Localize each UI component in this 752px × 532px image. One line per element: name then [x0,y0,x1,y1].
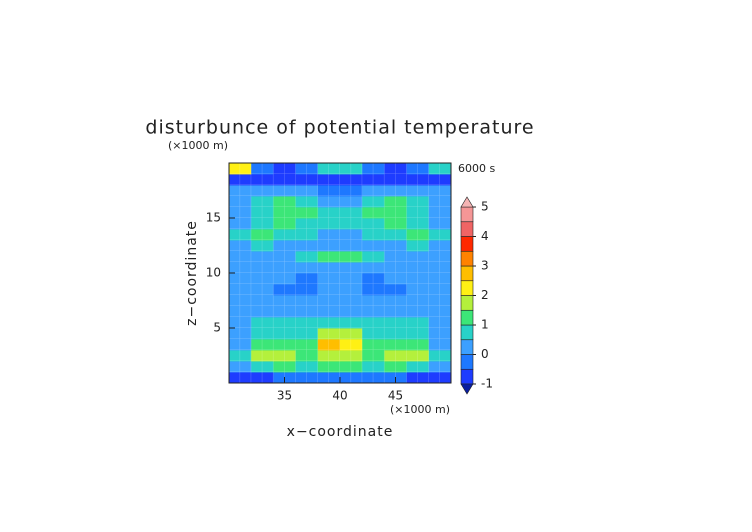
colorbar-box [460,236,474,252]
x-unit: (×1000 m) [390,403,450,416]
fine-grid [229,163,451,383]
colorbar-tick-label: 5 [481,200,489,214]
colorbar-high [460,196,474,208]
x-tick-label: 40 [332,389,347,403]
colorbar-box [460,265,474,282]
colorbar-box [460,354,474,370]
colorbar-box [460,339,474,355]
colorbar-box [460,206,474,223]
x-axis-label: x−coordinate [287,424,394,440]
colorbar-tick-label: 2 [481,288,489,302]
colorbar-tick-label: 3 [481,259,489,273]
time-label: 6000 s [458,162,495,175]
y-axis-label: z−coordinate [184,220,200,326]
y-unit: (×1000 m) [168,139,228,152]
colorbar-tick-label: 0 [481,347,489,361]
colorbar-low [460,383,474,395]
chart-title: disturbunce of potential temperature [145,117,534,139]
y-tick-label: 15 [206,211,221,225]
colorbar-tick-label: 4 [481,229,489,243]
colorbar-box [460,221,474,237]
y-tick-label: 10 [206,266,221,280]
x-tick-label: 45 [388,389,403,403]
x-tick-label: 35 [277,389,292,403]
colorbar-box [460,309,474,326]
y-tick-label: 5 [213,321,221,335]
colorbar-box [460,250,474,267]
colorbar-tick-label: 1 [481,318,489,332]
colorbar-box [460,324,474,341]
colorbar-box [460,280,474,296]
colorbar-box [460,368,474,385]
colorbar-box [460,295,474,311]
colorbar-tick-label: -1 [481,377,493,391]
